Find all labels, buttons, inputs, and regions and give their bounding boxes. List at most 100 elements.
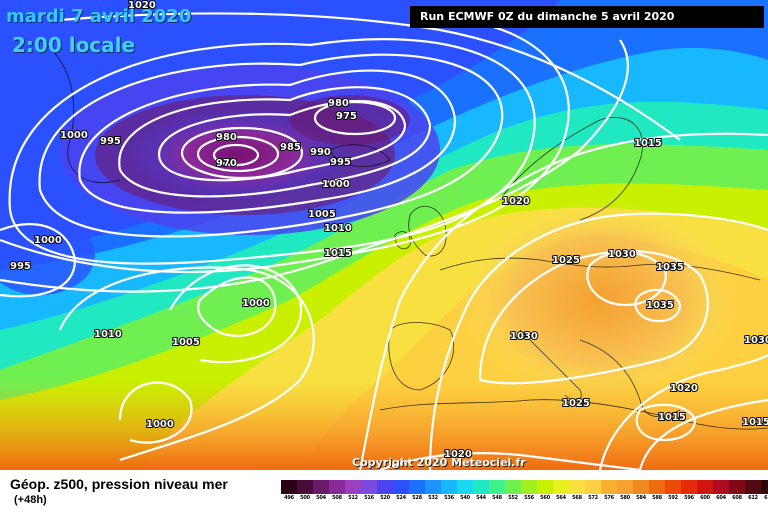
isobar-1020-europe — [358, 132, 768, 470]
iceland-coast — [329, 144, 391, 167]
isobar-980 — [180, 126, 304, 180]
scale-step-500: 500 — [297, 480, 313, 506]
isobar-label-atl-1000: 1000 — [242, 298, 270, 309]
scale-swatch — [729, 480, 745, 494]
geopotential-map: 1020 1000 995 980 975 980 970 985 990 99… — [0, 0, 768, 470]
isobar-1030-a — [478, 249, 709, 385]
isobar-985 — [157, 99, 407, 182]
scale-tick-label: 576 — [604, 495, 614, 501]
isobar-atl-1000-south — [118, 381, 193, 444]
scale-swatch — [521, 480, 537, 494]
model-run-info: Run ECMWF 0Z du dimanche 5 avril 2020 — [410, 6, 764, 28]
scale-tick-label: 572 — [588, 495, 598, 501]
isobar-label-west-1000: 1000 — [60, 130, 88, 141]
scale-swatch — [297, 480, 313, 494]
isobars — [0, 12, 768, 470]
scale-tick-label: 608 — [732, 495, 742, 501]
scale-tick-label: 504 — [316, 495, 326, 501]
isobar-label-low-975: 975 — [336, 111, 357, 122]
scale-step-576: 576 — [601, 480, 617, 506]
isobar-label-scandinavia-1015: 1015 — [634, 138, 662, 149]
scale-tick-label: 588 — [652, 495, 662, 501]
scale-swatch — [377, 480, 393, 494]
scale-step-556: 556 — [521, 480, 537, 506]
isobar-970 — [212, 143, 260, 167]
isobar-label-north-sea-1020: 1020 — [502, 196, 530, 207]
scale-tick-label: 496 — [284, 495, 294, 501]
scale-step-560: 560 — [537, 480, 553, 506]
isobar-1015-east — [638, 398, 768, 470]
scale-step-568: 568 — [569, 480, 585, 506]
isobar-label-sw-1000-a: 1000 — [34, 235, 62, 246]
scale-swatch — [281, 480, 297, 494]
scale-step-552: 552 — [505, 480, 521, 506]
scale-tick-label: 544 — [476, 495, 486, 501]
iberia-coast — [388, 322, 455, 391]
scale-swatch — [569, 480, 585, 494]
isobar-label-africa-1020: 1020 — [444, 449, 472, 460]
scale-tick-label: 604 — [716, 495, 726, 501]
scale-swatch — [761, 480, 768, 494]
scale-step-564: 564 — [553, 480, 569, 506]
scale-swatch — [601, 480, 617, 494]
scale-swatch — [697, 480, 713, 494]
scale-tick-label: 520 — [380, 495, 390, 501]
scale-tick-label: 580 — [620, 495, 630, 501]
isobar-labels: 1020 1000 995 980 975 980 970 985 990 99… — [9, 0, 768, 461]
scale-tick-label: 616 — [764, 495, 768, 501]
high-pressure-core — [460, 200, 740, 400]
isobar-1025 — [428, 212, 768, 470]
isobar-label-med-1025: 1025 — [562, 398, 590, 409]
scale-step-524: 524 — [393, 480, 409, 506]
scale-step-600: 600 — [697, 480, 713, 506]
scale-step-572: 572 — [585, 480, 601, 506]
isobar-atl-1000 — [197, 276, 277, 337]
scale-step-548: 548 — [489, 480, 505, 506]
scale-step-608: 608 — [729, 480, 745, 506]
scale-step-496: 496 — [281, 480, 297, 506]
scale-tick-label: 524 — [396, 495, 406, 501]
isobar-label-low-990: 990 — [310, 147, 331, 158]
scale-tick-label: 600 — [700, 495, 710, 501]
scale-tick-label: 584 — [636, 495, 646, 501]
scale-swatch — [425, 480, 441, 494]
isobar-label-europe-1035-b: 1035 — [646, 300, 674, 311]
isobar-1020-greece — [598, 354, 768, 470]
scale-swatch — [633, 480, 649, 494]
scale-tick-label: 560 — [540, 495, 550, 501]
isobar-label-west-995: 995 — [100, 136, 121, 147]
isobar-label-greece-1015: 1015 — [658, 412, 686, 423]
isobar-label-greece-1020: 1020 — [670, 383, 698, 394]
isobar-label-north-1020: 1020 — [128, 0, 156, 11]
scale-tick-label: 548 — [492, 495, 502, 501]
isobar-label-mid-1015: 1015 — [324, 248, 352, 259]
scale-tick-label: 568 — [572, 495, 582, 501]
scale-step-596: 596 — [681, 480, 697, 506]
isobar-label-mid-1010: 1010 — [324, 223, 352, 234]
scale-step-528: 528 — [409, 480, 425, 506]
scale-swatch — [665, 480, 681, 494]
copyright-notice: Copyright 2020 Meteociel.fr — [352, 456, 526, 469]
scale-tick-label: 592 — [668, 495, 678, 501]
scale-swatch — [313, 480, 329, 494]
isobar-1020-north — [59, 12, 681, 141]
scale-tick-label: 536 — [444, 495, 454, 501]
scale-tick-label: 532 — [428, 495, 438, 501]
isobar-label-east-1030: 1030 — [744, 335, 768, 346]
isobar-label-europe-1035-a: 1035 — [656, 262, 684, 273]
isobar-label-low-980-b: 980 — [216, 132, 237, 143]
scale-step-520: 520 — [377, 480, 393, 506]
scale-step-536: 536 — [441, 480, 457, 506]
isobar-label-sw-995: 995 — [10, 261, 31, 272]
scale-swatch — [713, 480, 729, 494]
scale-swatch — [537, 480, 553, 494]
isobar-990 — [118, 86, 432, 198]
scale-swatch — [345, 480, 361, 494]
forecast-date: mardi 7 avril 2020 — [6, 6, 192, 27]
scale-step-592: 592 — [665, 480, 681, 506]
scale-tick-label: 508 — [332, 495, 342, 501]
scale-tick-label: 516 — [364, 495, 374, 501]
scale-tick-label: 528 — [412, 495, 422, 501]
isobar-1000 — [38, 53, 504, 238]
isobar-1015-greece — [635, 403, 697, 442]
